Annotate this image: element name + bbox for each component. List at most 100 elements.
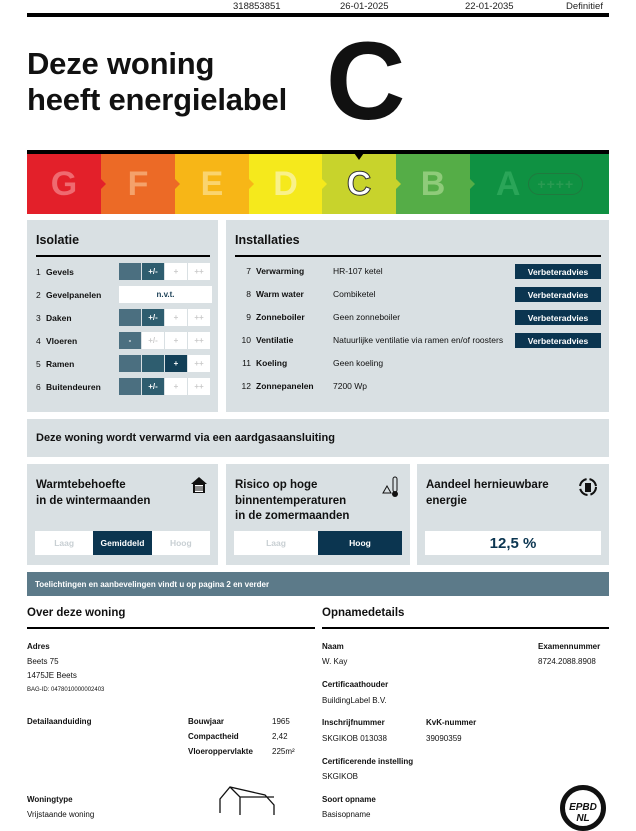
street: Beets 75 (27, 657, 59, 666)
rating-cell: - (119, 332, 141, 349)
panel-title: Isolatie (36, 233, 80, 247)
rating-cells: + ++ (119, 355, 210, 372)
scale-letter: E (200, 164, 224, 203)
card-title: binnentemperaturen (235, 494, 347, 507)
installatie-row: 12 Zonnepanelen 7200 Wp (234, 378, 604, 394)
isolatie-row: 4 Vloeren (36, 332, 77, 349)
scale-segment-D: D (248, 154, 322, 214)
isolatie-row: 6 Buitendeuren (36, 378, 101, 395)
rating-cell (119, 263, 141, 280)
arrow-icon (469, 178, 475, 190)
exam-label: Examennummer (538, 642, 601, 651)
energy-label-letter: C (326, 20, 406, 143)
scale-option-gemiddeld: Gemiddeld (93, 531, 152, 555)
opname-section: Opnamedetails Naam W. Kay Examennummer 8… (322, 607, 609, 831)
installatie-row: 8 Warm water Combiketel (234, 286, 604, 302)
card-title: in de zomermaanden (235, 510, 350, 522)
rating-cell: n.v.t. (119, 286, 212, 303)
scale-letter: C (346, 164, 372, 203)
rating-cells: +/- + ++ (119, 263, 210, 280)
house-heating-icon (190, 476, 208, 499)
row-value: HR-107 ketel (333, 266, 383, 276)
bag-id: BAG-ID: 0478010000002403 (27, 687, 105, 693)
winter-card: Warmtebehoefte in de wintermaanden Laag Ge… (27, 464, 218, 565)
verbeteradvies-button[interactable]: Verbeteradvies (515, 333, 601, 348)
card-title: energie (426, 494, 467, 507)
arrow-icon (100, 178, 106, 190)
inst-label: Certificerende instelling (322, 757, 414, 766)
panel-title: Installaties (235, 233, 300, 247)
divider (27, 627, 315, 629)
row-number: 12 (241, 381, 251, 391)
epbd-logo: EPBD NL (560, 785, 606, 831)
arrow-icon (395, 178, 401, 190)
divider (27, 150, 609, 154)
oppervlakte: 225m² (272, 747, 295, 756)
detail-label: Detailaanduiding (27, 717, 92, 726)
rating-cell: + (165, 378, 187, 395)
divider (36, 255, 210, 257)
row-label: Ventilatie (256, 335, 294, 345)
row-number: 6 (36, 381, 41, 392)
scale-segment-C: C (321, 154, 396, 214)
rating-cell: + (165, 263, 187, 280)
installaties-panel: Installaties 7 Verwarming HR-107 ketel Verb… (226, 220, 609, 412)
row-number: 9 (246, 312, 251, 322)
rating-cells: n.v.t. (119, 286, 212, 303)
type-label: Woningtype (27, 795, 73, 804)
rating-cell: +/- (142, 332, 164, 349)
rating-cell (119, 309, 141, 326)
scale-option-laag: Laag (266, 538, 286, 548)
rating-cell: ++ (188, 263, 210, 280)
isolatie-row: 1 Gevels (36, 263, 74, 280)
title-line-1: Deze woning (27, 46, 215, 81)
scale-option-laag: Laag (54, 538, 75, 548)
row-number: 7 (246, 266, 251, 276)
city: 1475JE Beets (27, 671, 77, 680)
installatie-row: 9 Zonneboiler Geen zonneboiler (234, 309, 604, 325)
soort-opname: Basisopname (322, 810, 371, 819)
rating-cell: ++ (188, 309, 210, 326)
scale-letter: B (420, 164, 446, 203)
certificaathouder: BuildingLabel B.V. (322, 696, 387, 705)
card-title: Risico op hoge (235, 479, 318, 491)
divider (235, 255, 601, 257)
kvk-nummer: 39090359 (426, 734, 462, 743)
rating-cell: +/- (142, 378, 164, 395)
rating-cell: ++ (188, 355, 210, 372)
isolatie-row: 2 Gevelpanelen (36, 286, 101, 303)
scale-option-hoog: Hoog (318, 531, 402, 555)
a-plus-badge: ++++ (528, 173, 584, 195)
energy-scale: G F E D C B A ++++ (27, 154, 609, 214)
rating-cell: + (165, 309, 187, 326)
section-title: Opnamedetails (322, 607, 405, 619)
isolatie-row: 5 Ramen (36, 355, 74, 372)
house-type-icon (219, 786, 275, 815)
verbeteradvies-button[interactable]: Verbeteradvies (515, 310, 601, 325)
row-number: 1 (36, 266, 41, 277)
row-number: 4 (36, 335, 41, 346)
rating-cell: ++ (188, 378, 210, 395)
rating-cells: - +/- + ++ (119, 332, 210, 349)
adres-label: Adres (27, 642, 50, 651)
label-pointer-icon (352, 150, 366, 160)
verbeteradvies-button[interactable]: Verbeteradvies (515, 287, 601, 302)
rating-cells: +/- + ++ (119, 309, 210, 326)
scale-segment-E: E (174, 154, 249, 214)
row-label: Koeling (256, 358, 288, 368)
isolatie-panel: Isolatie 1 Gevels +/- + ++ 2 Gevelpanelen n.v.t… (27, 220, 218, 412)
soort-label: Soort opname (322, 795, 376, 804)
examennummer: 8724.2088.8908 (538, 657, 596, 666)
row-number: 2 (36, 289, 41, 300)
row-label: Ramen (46, 358, 75, 369)
card-title: Warmtebehoefte (36, 479, 126, 491)
scale-letter: F (127, 164, 149, 203)
registration-date: 26-01-2025 (340, 1, 389, 12)
compactheid: 2,42 (272, 732, 288, 741)
verbeteradvies-button[interactable]: Verbeteradvies (515, 264, 601, 279)
cert-label: Certificaathouder (322, 680, 389, 689)
scale-option-hoog: Hoog (169, 538, 192, 548)
opp-label: Vloeroppervlakte (188, 747, 253, 756)
valid-until: 22-01-2035 (465, 1, 514, 12)
renewable-card: Aandeel hernieuwbare energie 12,5 % (417, 464, 609, 565)
